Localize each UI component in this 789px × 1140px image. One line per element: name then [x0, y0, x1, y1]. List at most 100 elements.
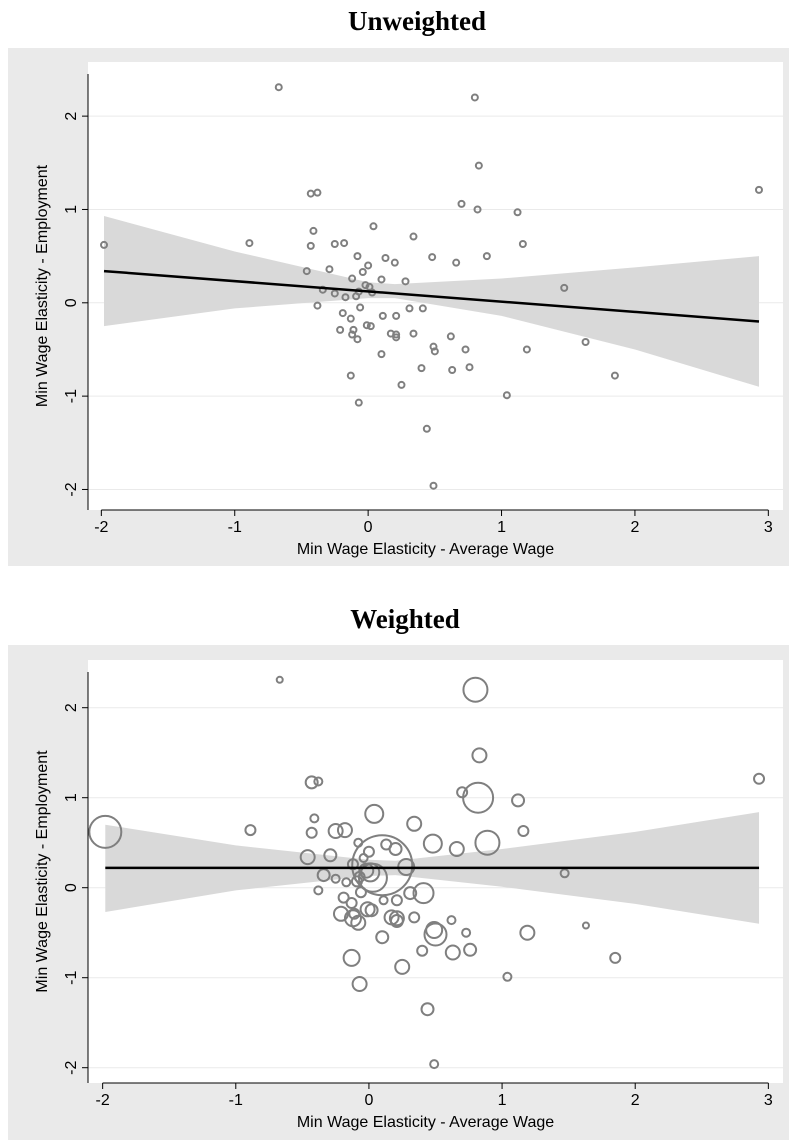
point: [429, 1059, 440, 1070]
fit-line: [103, 269, 760, 323]
x-tick-label: 1: [498, 1092, 507, 1109]
point: [390, 258, 399, 267]
point: [244, 824, 257, 837]
point: [375, 930, 390, 945]
x-tick-label: 3: [764, 1092, 773, 1109]
point: [352, 292, 361, 301]
point: [423, 922, 448, 947]
point: [502, 971, 513, 982]
point: [100, 240, 109, 249]
point: [275, 675, 284, 684]
point: [392, 333, 401, 342]
point: [461, 927, 472, 938]
point: [364, 803, 385, 824]
y-tick-label: 1: [63, 793, 80, 802]
point: [353, 252, 362, 261]
point: [274, 83, 283, 92]
point: [482, 252, 491, 261]
point: [348, 274, 357, 283]
point: [378, 311, 387, 320]
point: [350, 914, 367, 931]
x-axis-label: Min Wage Elasticity - Average Wage: [297, 541, 554, 558]
point: [313, 188, 322, 197]
point: [522, 345, 531, 354]
point: [358, 268, 367, 276]
point: [245, 239, 254, 248]
point: [457, 199, 466, 208]
point: [362, 321, 371, 330]
point: [336, 822, 353, 839]
point: [517, 825, 530, 837]
point: [359, 901, 376, 918]
point: [313, 301, 322, 310]
y-axis-label: Min Wage Elasticity - Employment: [34, 750, 51, 993]
point: [448, 841, 465, 857]
point: [364, 903, 379, 918]
y-tick-label: 0: [63, 298, 80, 307]
y-tick-label: 1: [63, 205, 80, 214]
point: [518, 240, 527, 248]
point: [388, 910, 405, 927]
x-tick-label: 2: [630, 519, 639, 536]
point: [754, 185, 763, 194]
point: [511, 793, 526, 808]
point: [309, 813, 320, 824]
point: [753, 772, 766, 785]
point: [364, 261, 373, 270]
point: [444, 944, 461, 961]
point: [474, 161, 483, 170]
point: [336, 325, 345, 334]
point: [470, 93, 479, 102]
chart-title: Weighted: [350, 604, 460, 634]
point: [422, 424, 431, 433]
point: [369, 222, 378, 231]
point: [560, 283, 569, 292]
point: [429, 481, 438, 490]
point: [397, 380, 406, 389]
x-tick-label: 2: [631, 1092, 640, 1109]
point: [381, 254, 390, 262]
x-tick-label: -1: [229, 1092, 243, 1109]
point: [304, 775, 319, 790]
point: [392, 330, 401, 339]
point: [406, 815, 423, 832]
point: [305, 826, 318, 839]
point: [346, 371, 355, 380]
point: [378, 895, 389, 906]
point: [327, 823, 344, 839]
point: [348, 907, 361, 920]
point: [357, 862, 388, 893]
point: [388, 842, 403, 856]
point: [340, 239, 349, 248]
point: [341, 877, 352, 888]
point: [309, 226, 318, 235]
point: [338, 309, 347, 318]
point: [409, 232, 418, 241]
point: [325, 265, 334, 274]
point: [356, 303, 365, 312]
point: [513, 208, 522, 217]
point: [446, 915, 457, 926]
point: [377, 275, 386, 284]
y-tick-label: 2: [63, 703, 80, 712]
x-axis-label: Min Wage Elasticity - Average Wage: [297, 1114, 554, 1131]
point: [581, 921, 590, 930]
x-tick-label: 0: [364, 519, 373, 536]
point: [392, 311, 401, 320]
y-tick-label: -2: [63, 1060, 80, 1074]
point: [473, 205, 482, 214]
point: [337, 891, 350, 904]
point: [428, 253, 437, 262]
point: [420, 1002, 435, 1017]
point: [351, 834, 414, 897]
point: [462, 781, 495, 814]
confidence-band: [104, 216, 759, 387]
x-tick-label: -1: [228, 519, 242, 536]
point: [302, 267, 311, 276]
point: [446, 332, 455, 341]
x-tick-label: -2: [94, 519, 108, 536]
point: [88, 814, 123, 849]
point: [417, 364, 426, 373]
point: [610, 371, 619, 380]
point: [353, 335, 362, 344]
